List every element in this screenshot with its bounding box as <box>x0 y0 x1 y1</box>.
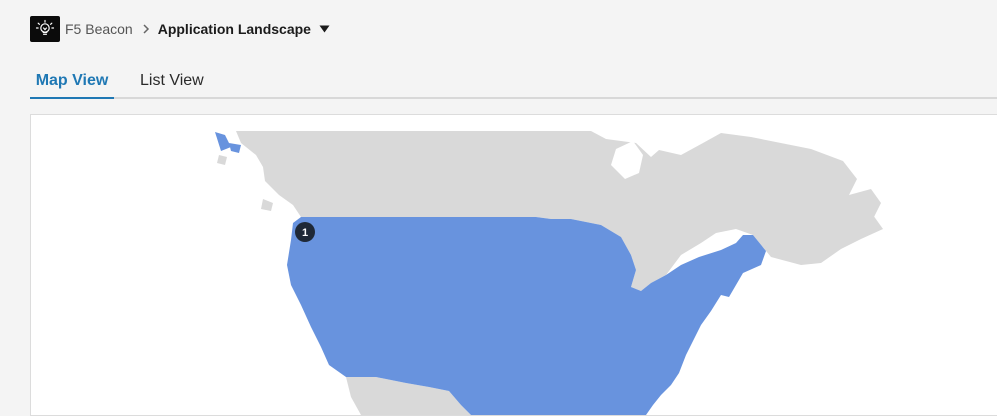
chevron-right-icon <box>142 24 150 34</box>
view-tabs: Map View List View <box>30 62 997 99</box>
canada-region[interactable] <box>236 131 883 291</box>
breadcrumb-root[interactable]: F5 Beacon <box>65 21 133 37</box>
island-region[interactable] <box>261 199 273 211</box>
marker-count: 1 <box>302 227 308 239</box>
caret-down-icon[interactable] <box>319 25 330 33</box>
breadcrumb: F5 Beacon Application Landscape <box>30 16 330 42</box>
island-region[interactable] <box>217 155 227 165</box>
island-region[interactable] <box>229 143 241 153</box>
newfoundland-region[interactable] <box>849 189 881 219</box>
hudson-bay <box>611 141 643 179</box>
location-marker[interactable]: 1 <box>295 222 315 242</box>
world-map[interactable]: 1 <box>31 115 997 415</box>
map-panel: 1 <box>30 114 997 416</box>
usa-region[interactable] <box>287 217 766 415</box>
island-region[interactable] <box>215 132 231 151</box>
lightbulb-icon[interactable] <box>30 16 60 42</box>
breadcrumb-current[interactable]: Application Landscape <box>157 21 311 37</box>
tab-map-view[interactable]: Map View <box>30 62 114 99</box>
tab-list-view[interactable]: List View <box>140 72 204 89</box>
